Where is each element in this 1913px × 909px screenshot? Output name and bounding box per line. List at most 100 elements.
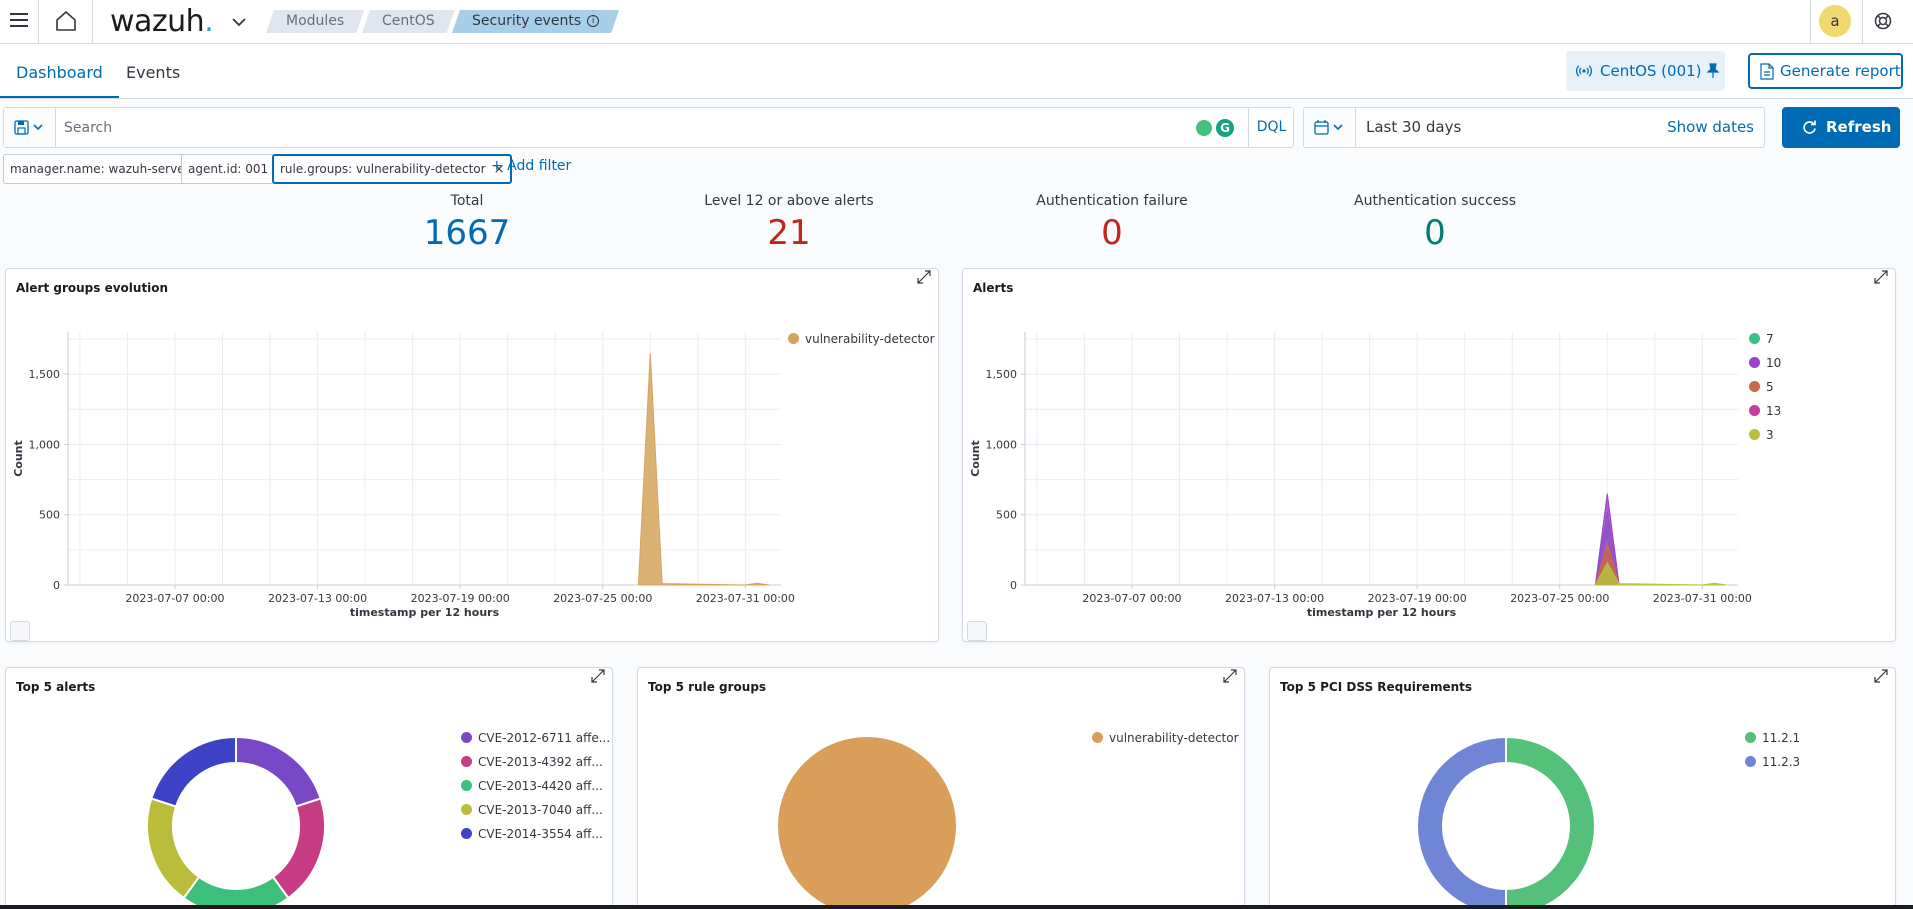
pie-slice[interactable] bbox=[146, 797, 201, 900]
x-axis-label: timestamp per 12 hours bbox=[350, 606, 500, 619]
legend-dot bbox=[788, 333, 799, 344]
date-picker: Last 30 days Show dates bbox=[1303, 107, 1765, 148]
legend-dot bbox=[461, 828, 472, 839]
pie-slice[interactable] bbox=[1505, 735, 1596, 909]
panel-title: Alerts bbox=[973, 281, 1014, 295]
metric-value[interactable]: 21 bbox=[767, 213, 811, 253]
legend-item[interactable]: 10 bbox=[1749, 353, 1781, 377]
legend-label: vulnerability-detector bbox=[805, 332, 935, 346]
legend-item[interactable]: 3 bbox=[1749, 425, 1781, 449]
legend-dot bbox=[1749, 333, 1760, 344]
filter-pill[interactable]: agent.id: 001 bbox=[181, 154, 276, 184]
query-language-toggle[interactable]: DQL bbox=[1248, 108, 1294, 147]
x-tick-label: 2023-07-19 00:00 bbox=[411, 592, 510, 605]
expand-icon[interactable] bbox=[1873, 269, 1889, 285]
x-tick-label: 2023-07-31 00:00 bbox=[696, 592, 795, 605]
document-icon bbox=[1760, 63, 1774, 80]
remove-filter-icon[interactable]: × bbox=[493, 162, 505, 177]
quick-select-button[interactable] bbox=[1304, 108, 1356, 147]
x-tick-label: 2023-07-25 00:00 bbox=[553, 592, 652, 605]
expand-icon[interactable] bbox=[1873, 668, 1889, 684]
show-dates-link[interactable]: Show dates bbox=[1667, 118, 1754, 136]
legend-item[interactable]: CVE-2012-6711 affe... bbox=[461, 728, 610, 752]
saved-queries-button[interactable] bbox=[4, 108, 56, 147]
breadcrumb-modules[interactable]: Modules bbox=[266, 10, 364, 33]
generate-report-button[interactable]: Generate report bbox=[1748, 53, 1903, 89]
expand-icon[interactable] bbox=[916, 269, 932, 285]
signal-icon bbox=[1576, 65, 1592, 77]
grammarly-icon[interactable]: G bbox=[1216, 119, 1234, 137]
legend-item[interactable]: CVE-2013-4392 aff... bbox=[461, 752, 610, 776]
pie-chart bbox=[778, 737, 956, 909]
legend-item[interactable]: 5 bbox=[1749, 377, 1781, 401]
legend-item[interactable]: vulnerability-detector bbox=[1092, 728, 1239, 752]
menu-icon[interactable] bbox=[10, 12, 28, 28]
top5-alerts-panel: Top 5 alerts CVE-2012-6711 affe... CVE-20… bbox=[5, 667, 613, 909]
help-icon[interactable] bbox=[1874, 12, 1892, 30]
pie-slice[interactable] bbox=[271, 797, 326, 900]
chart-legend: vulnerability-detector bbox=[1092, 728, 1239, 752]
y-tick-label: 500 bbox=[39, 509, 60, 522]
legend-dot bbox=[1092, 732, 1103, 743]
series-area[interactable] bbox=[637, 353, 770, 586]
x-tick-label: 2023-07-13 00:00 bbox=[1225, 592, 1324, 605]
legend-toggle-icon[interactable] bbox=[10, 621, 30, 641]
filter-pill[interactable]: rule.groups: vulnerability-detector × bbox=[272, 154, 513, 184]
metric-value[interactable]: 0 bbox=[1424, 213, 1446, 253]
y-tick-label: 0 bbox=[53, 579, 60, 592]
legend-item[interactable]: 13 bbox=[1749, 401, 1781, 425]
legend-item[interactable]: 11.2.3 bbox=[1745, 752, 1800, 776]
legend-dot bbox=[461, 732, 472, 743]
top5-rule-groups-panel: Top 5 rule groups vulnerability-detector bbox=[637, 667, 1245, 909]
metric-value[interactable]: 0 bbox=[1101, 213, 1123, 253]
chart-legend: 11.2.1 11.2.3 bbox=[1745, 728, 1800, 776]
top5-pci-dss-panel: Top 5 PCI DSS Requirements 11.2.1 11.2.3 bbox=[1269, 667, 1896, 909]
chart-legend: CVE-2012-6711 affe... CVE-2013-4392 aff..… bbox=[461, 728, 610, 848]
breadcrumb-security-events[interactable]: Security events i bbox=[452, 10, 619, 33]
tab-dashboard[interactable]: Dashboard bbox=[0, 45, 119, 98]
pie-slice[interactable] bbox=[235, 735, 322, 808]
refresh-button[interactable]: Refresh bbox=[1782, 107, 1900, 148]
wazuh-logo[interactable]: wazuh. bbox=[110, 4, 214, 39]
series-area[interactable] bbox=[1594, 561, 1727, 586]
pin-icon[interactable] bbox=[1706, 63, 1720, 79]
date-range-label[interactable]: Last 30 days bbox=[1366, 118, 1462, 136]
pie-slice[interactable] bbox=[778, 737, 956, 909]
legend-item[interactable]: CVE-2013-7040 aff... bbox=[461, 800, 610, 824]
panel-title: Top 5 alerts bbox=[16, 680, 96, 694]
legend-label: CVE-2013-4392 aff... bbox=[478, 755, 603, 769]
extension-icon[interactable] bbox=[1196, 120, 1212, 136]
pie-chart bbox=[1416, 735, 1596, 909]
tab-events[interactable]: Events bbox=[126, 63, 181, 82]
legend-item[interactable]: CVE-2013-4420 aff... bbox=[461, 776, 610, 800]
y-tick-label: 1,500 bbox=[29, 368, 61, 381]
breadcrumb-centos[interactable]: CentOS bbox=[362, 10, 455, 33]
add-filter-button[interactable]: + Add filter bbox=[491, 158, 572, 174]
legend-toggle-icon[interactable] bbox=[967, 621, 987, 641]
expand-icon[interactable] bbox=[1222, 668, 1238, 684]
home-icon[interactable] bbox=[54, 9, 78, 33]
chevron-down-icon[interactable] bbox=[229, 12, 249, 32]
expand-icon[interactable] bbox=[590, 668, 606, 684]
legend-item[interactable]: 11.2.1 bbox=[1745, 728, 1800, 752]
legend-label: 13 bbox=[1766, 404, 1782, 418]
user-avatar[interactable]: a bbox=[1819, 5, 1851, 37]
chart-legend: 7 10 5 13 3 bbox=[1749, 329, 1781, 449]
top-navigation-bar: wazuh. Modules CentOS Security events i a bbox=[0, 0, 1913, 44]
divider bbox=[1862, 0, 1863, 44]
filter-pill[interactable]: manager.name: wazuh-server bbox=[3, 154, 197, 184]
legend-item[interactable]: 7 bbox=[1749, 329, 1781, 353]
metric-value[interactable]: 1667 bbox=[423, 213, 511, 253]
legend-label: 11.2.3 bbox=[1762, 755, 1801, 769]
save-icon bbox=[14, 120, 43, 135]
search-input[interactable] bbox=[64, 116, 1164, 140]
legend-dot bbox=[461, 756, 472, 767]
metric-auth-failure: Authentication failure 0 bbox=[982, 193, 1242, 253]
legend-item[interactable]: vulnerability-detector bbox=[788, 329, 935, 353]
pinned-agent[interactable]: CentOS (001) bbox=[1566, 51, 1725, 91]
pie-slice[interactable] bbox=[150, 735, 237, 808]
pie-slice[interactable] bbox=[1416, 735, 1507, 909]
area-chart: 0 500 1,000 1,500 2023-07-07 00:00 2023-07-13… bbox=[969, 332, 1752, 619]
legend-item[interactable]: CVE-2014-3554 aff... bbox=[461, 824, 610, 848]
legend-dot bbox=[1749, 381, 1760, 392]
